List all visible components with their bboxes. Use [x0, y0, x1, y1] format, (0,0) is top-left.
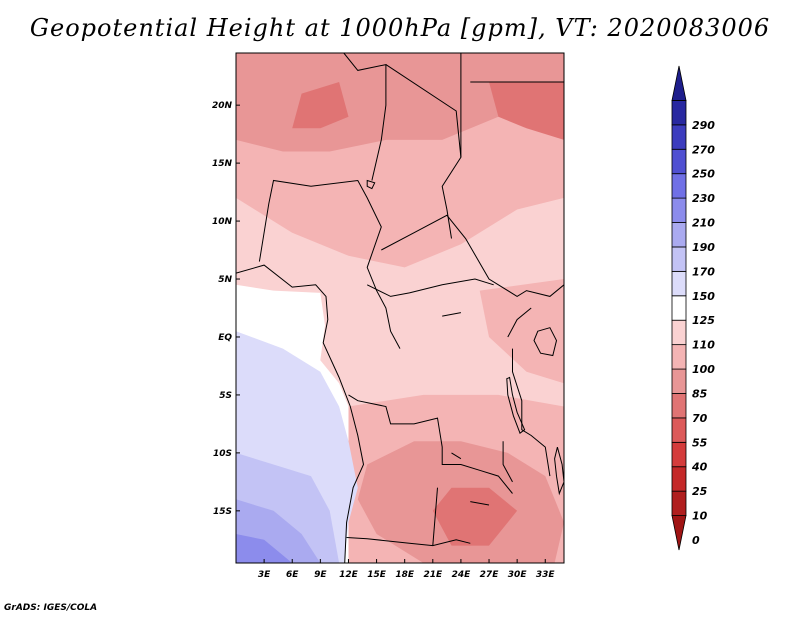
colorbar-swatch: [671, 124, 687, 150]
field-region-zambia-max: [432, 487, 518, 546]
colorbar-label: 10: [692, 510, 708, 523]
y-tick-label: 5S: [219, 391, 232, 401]
colorbar-swatch: [671, 246, 687, 272]
x-tick-label: 6E: [286, 570, 299, 580]
x-tick-label: 27E: [480, 570, 500, 580]
field-region-atlantic-4: [236, 534, 293, 563]
colorbar-swatch: [671, 270, 687, 297]
colorbar-swatch: [671, 173, 687, 199]
chart-title: Geopotential Height at 1000hPa [gpm], VT…: [29, 14, 771, 42]
y-tick-label: 5N: [218, 275, 232, 285]
colorbar-label: 210: [692, 217, 715, 230]
colorbar-swatch: [671, 295, 687, 321]
colorbar-label: 125: [692, 314, 715, 327]
colorbar-label: 55: [692, 436, 708, 449]
country-border: [258, 179, 401, 349]
y-tick-label: 20N: [212, 101, 233, 111]
colorbar-swatch: [671, 319, 687, 346]
colorbar-swatch: [671, 393, 687, 419]
lake-outline: [506, 376, 526, 435]
colorbar-label: 110: [692, 339, 715, 352]
colorbar-label: 270: [692, 143, 715, 156]
y-tick-label: 10N: [212, 217, 233, 227]
colorbar-swatch: [671, 490, 687, 516]
y-tick-label: 15N: [212, 159, 233, 169]
field-region-n-cell: [292, 82, 349, 129]
colorbar-swatch: [671, 441, 687, 468]
country-border: [432, 487, 438, 546]
x-axis: 3E 6E 9E 12E 15E 18E 21E 24E 27E 30E 33E: [258, 559, 556, 580]
country-border: [502, 441, 513, 483]
x-tick-label: 33E: [536, 570, 556, 580]
colorbar-label: 0: [692, 534, 700, 547]
grads-credit: GrADS: IGES/COLA: [4, 603, 98, 613]
river-segment: [451, 452, 462, 460]
colorbar-label: 250: [692, 168, 715, 181]
field-region-ne-max: [489, 82, 564, 140]
colorbar-swatch: [671, 515, 687, 551]
colorbar-swatch: [671, 222, 687, 248]
x-tick-label: 3E: [258, 570, 271, 580]
colorbar-label: 150: [692, 290, 715, 303]
colorbar-swatch: [671, 148, 687, 175]
lake-outline: [554, 446, 564, 496]
colorbar-label: 290: [692, 119, 715, 132]
colorbar-label: 40: [691, 461, 708, 474]
lake-outline: [366, 179, 376, 190]
y-axis: 20N 15N 10N 5N EQ 5S 10S 15S: [212, 101, 240, 517]
colorbar-label: 100: [692, 363, 715, 376]
x-tick-label: 15E: [367, 570, 387, 580]
colorbar-swatch: [671, 368, 687, 394]
country-border: [346, 537, 471, 547]
river-segment: [470, 501, 490, 506]
colorbar-label: 70: [692, 412, 708, 425]
colorbar-label: 190: [692, 241, 715, 254]
colorbar-label: 230: [692, 192, 715, 205]
x-tick-label: 24E: [452, 570, 472, 580]
colorbar-swatch: [671, 197, 687, 223]
river-segment: [442, 312, 461, 317]
lake-outline: [533, 327, 558, 357]
y-tick-label: 10S: [213, 449, 232, 459]
colorbar-label: 170: [692, 265, 715, 278]
colorbar-swatch: [671, 100, 687, 126]
colorbar-swatch: [671, 344, 687, 370]
country-border: [366, 278, 494, 297]
field-region-east-africa-band: [479, 279, 564, 384]
colorbar-label: 25: [692, 485, 708, 498]
x-tick-label: 9E: [314, 570, 327, 580]
x-tick-label: 12E: [339, 570, 359, 580]
country-border: [381, 214, 564, 297]
colorbar: 0 10 25 40 55 70 85 100 110 125 150 170 190 210 230 250…: [671, 65, 715, 551]
y-tick-label: 15S: [213, 507, 232, 517]
map-plot-area: [236, 53, 564, 563]
colorbar-label: 85: [692, 388, 708, 401]
map-frame: [235, 52, 565, 564]
x-tick-label: 30E: [508, 570, 528, 580]
country-border: [385, 64, 462, 239]
country-border: [348, 394, 513, 494]
y-tick-label: EQ: [218, 333, 232, 343]
x-tick-label: 21E: [423, 570, 443, 580]
country-border: [512, 348, 551, 477]
colorbar-swatch: [671, 65, 687, 101]
colorbar-swatch: [671, 417, 687, 443]
coastline: [236, 264, 365, 563]
colorbar-swatch: [671, 466, 687, 492]
x-tick-label: 18E: [395, 570, 415, 580]
country-border: [507, 307, 532, 338]
country-border: [343, 53, 387, 181]
